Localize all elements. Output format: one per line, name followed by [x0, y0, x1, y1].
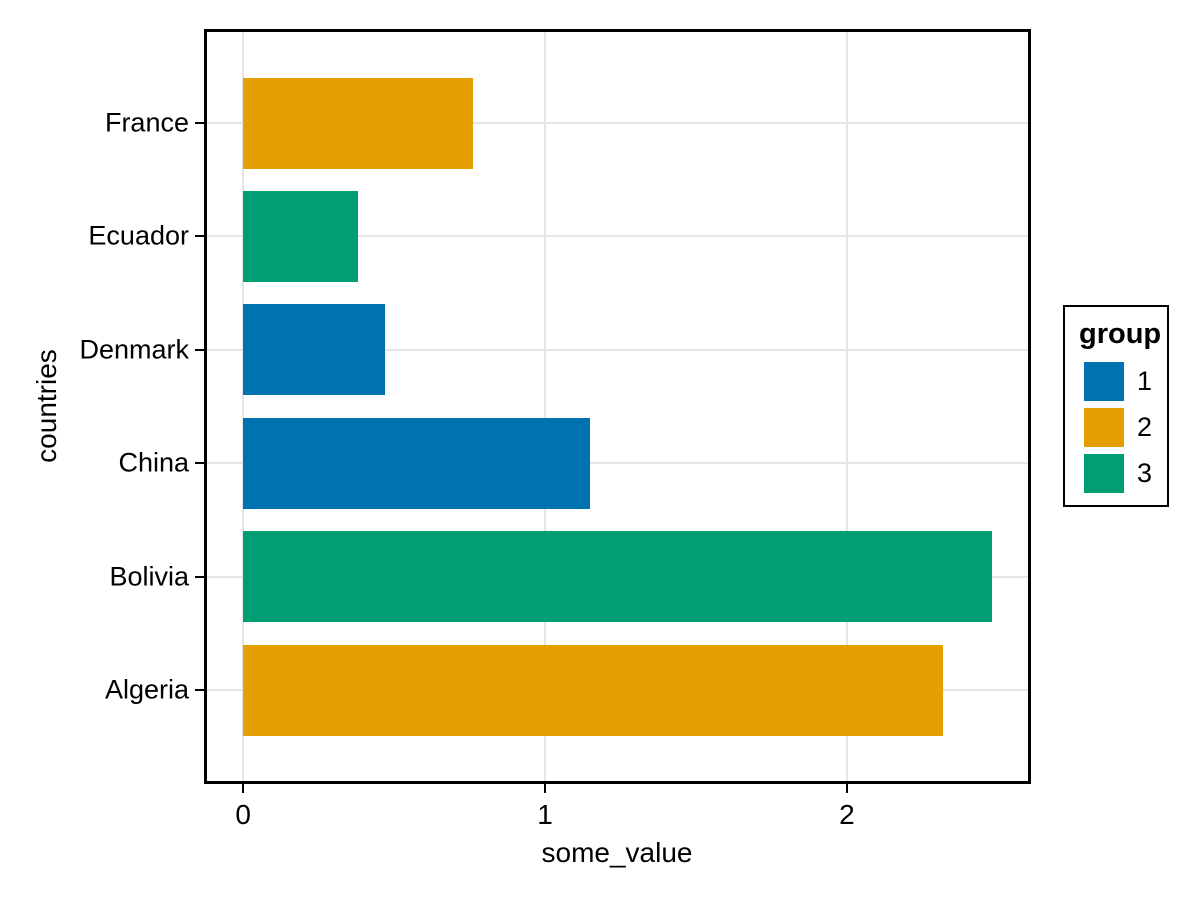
x-tick-label: 1 [537, 799, 553, 830]
bar-ecuador [243, 190, 358, 282]
y-tick-mark [195, 122, 204, 124]
y-tick-mark [195, 235, 204, 238]
bar-algeria [243, 644, 944, 736]
y-tick-label: France [104, 107, 189, 138]
legend-swatch-icon [1084, 453, 1124, 493]
legend-label: 3 [1137, 457, 1153, 488]
x-gridline [242, 32, 245, 781]
y-gridline [207, 122, 1028, 124]
x-tick-label: 0 [235, 799, 252, 830]
x-axis-title: some_value [541, 837, 693, 868]
legend-key-3: 3 [1079, 453, 1157, 493]
legend-key-1: 1 [1079, 361, 1157, 401]
y-tick-mark [195, 348, 204, 351]
legend-swatch-icon [1084, 361, 1124, 401]
x-tick-mark [544, 784, 547, 793]
x-gridline [845, 32, 848, 781]
legend-label: 2 [1137, 411, 1153, 442]
bar-denmark [243, 304, 386, 396]
y-tick-mark [195, 575, 204, 578]
x-tick-label: 2 [839, 799, 855, 830]
bar-france [243, 77, 473, 169]
x-tick-mark [845, 784, 848, 793]
legend-swatch-icon [1084, 407, 1124, 447]
y-tick-label: Ecuador [88, 220, 189, 251]
legend: group 1 2 3 [1063, 305, 1169, 507]
y-gridline [207, 235, 1028, 238]
y-tick-label: Bolivia [109, 561, 189, 592]
y-gridline [207, 348, 1028, 351]
legend-label: 1 [1137, 365, 1153, 396]
y-tick-label: Algeria [104, 674, 189, 705]
y-gridline [207, 462, 1028, 465]
legend-items: 1 2 3 [1079, 361, 1157, 493]
y-axis-title: countries [31, 349, 62, 463]
y-tick-mark [195, 462, 204, 465]
legend-key-2: 2 [1079, 407, 1157, 447]
legend-title: group [1079, 318, 1162, 350]
x-tick-mark [242, 784, 245, 793]
bar-bolivia [243, 531, 992, 623]
plot-panel [204, 29, 1031, 784]
y-tick-label: China [118, 447, 189, 478]
y-tick-label: Denmark [79, 334, 189, 365]
y-tick-mark [195, 689, 204, 691]
x-gridline [544, 32, 547, 781]
bar-china [243, 417, 591, 509]
